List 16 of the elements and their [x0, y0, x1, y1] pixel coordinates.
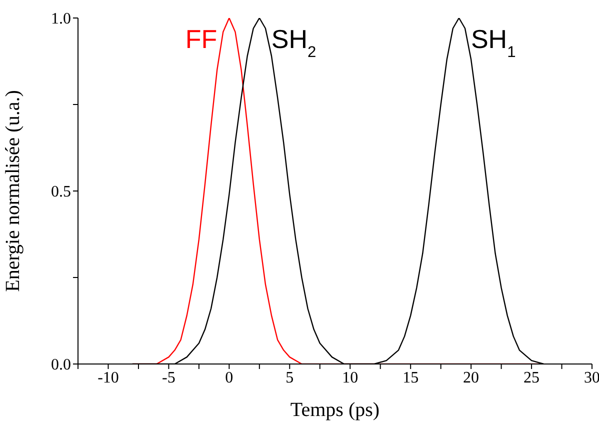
annotation: SH$_{2}$	[271, 24, 316, 60]
x-tick-label: 20	[463, 369, 480, 386]
y-axis-title: Energie normalisée (u.a.)	[2, 90, 24, 292]
x-tick-label: -5	[162, 369, 176, 386]
x-tick-label: 5	[286, 369, 294, 386]
series-label: FF	[185, 24, 218, 54]
annotation: SH$_{1}$	[470, 24, 516, 60]
x-tick-label: 25	[524, 369, 540, 386]
y-tick-label: 0.5	[51, 184, 71, 201]
x-axis-title: Temps (ps)	[290, 399, 380, 421]
y-tick-label: 0.0	[51, 356, 71, 374]
x-tick-label: -10	[98, 369, 119, 386]
x-tick-label: 10	[342, 369, 358, 386]
x-tick-label: 15	[402, 369, 419, 386]
x-tick-label: 0	[225, 369, 234, 386]
y-tick-label: 1.0	[51, 10, 71, 28]
